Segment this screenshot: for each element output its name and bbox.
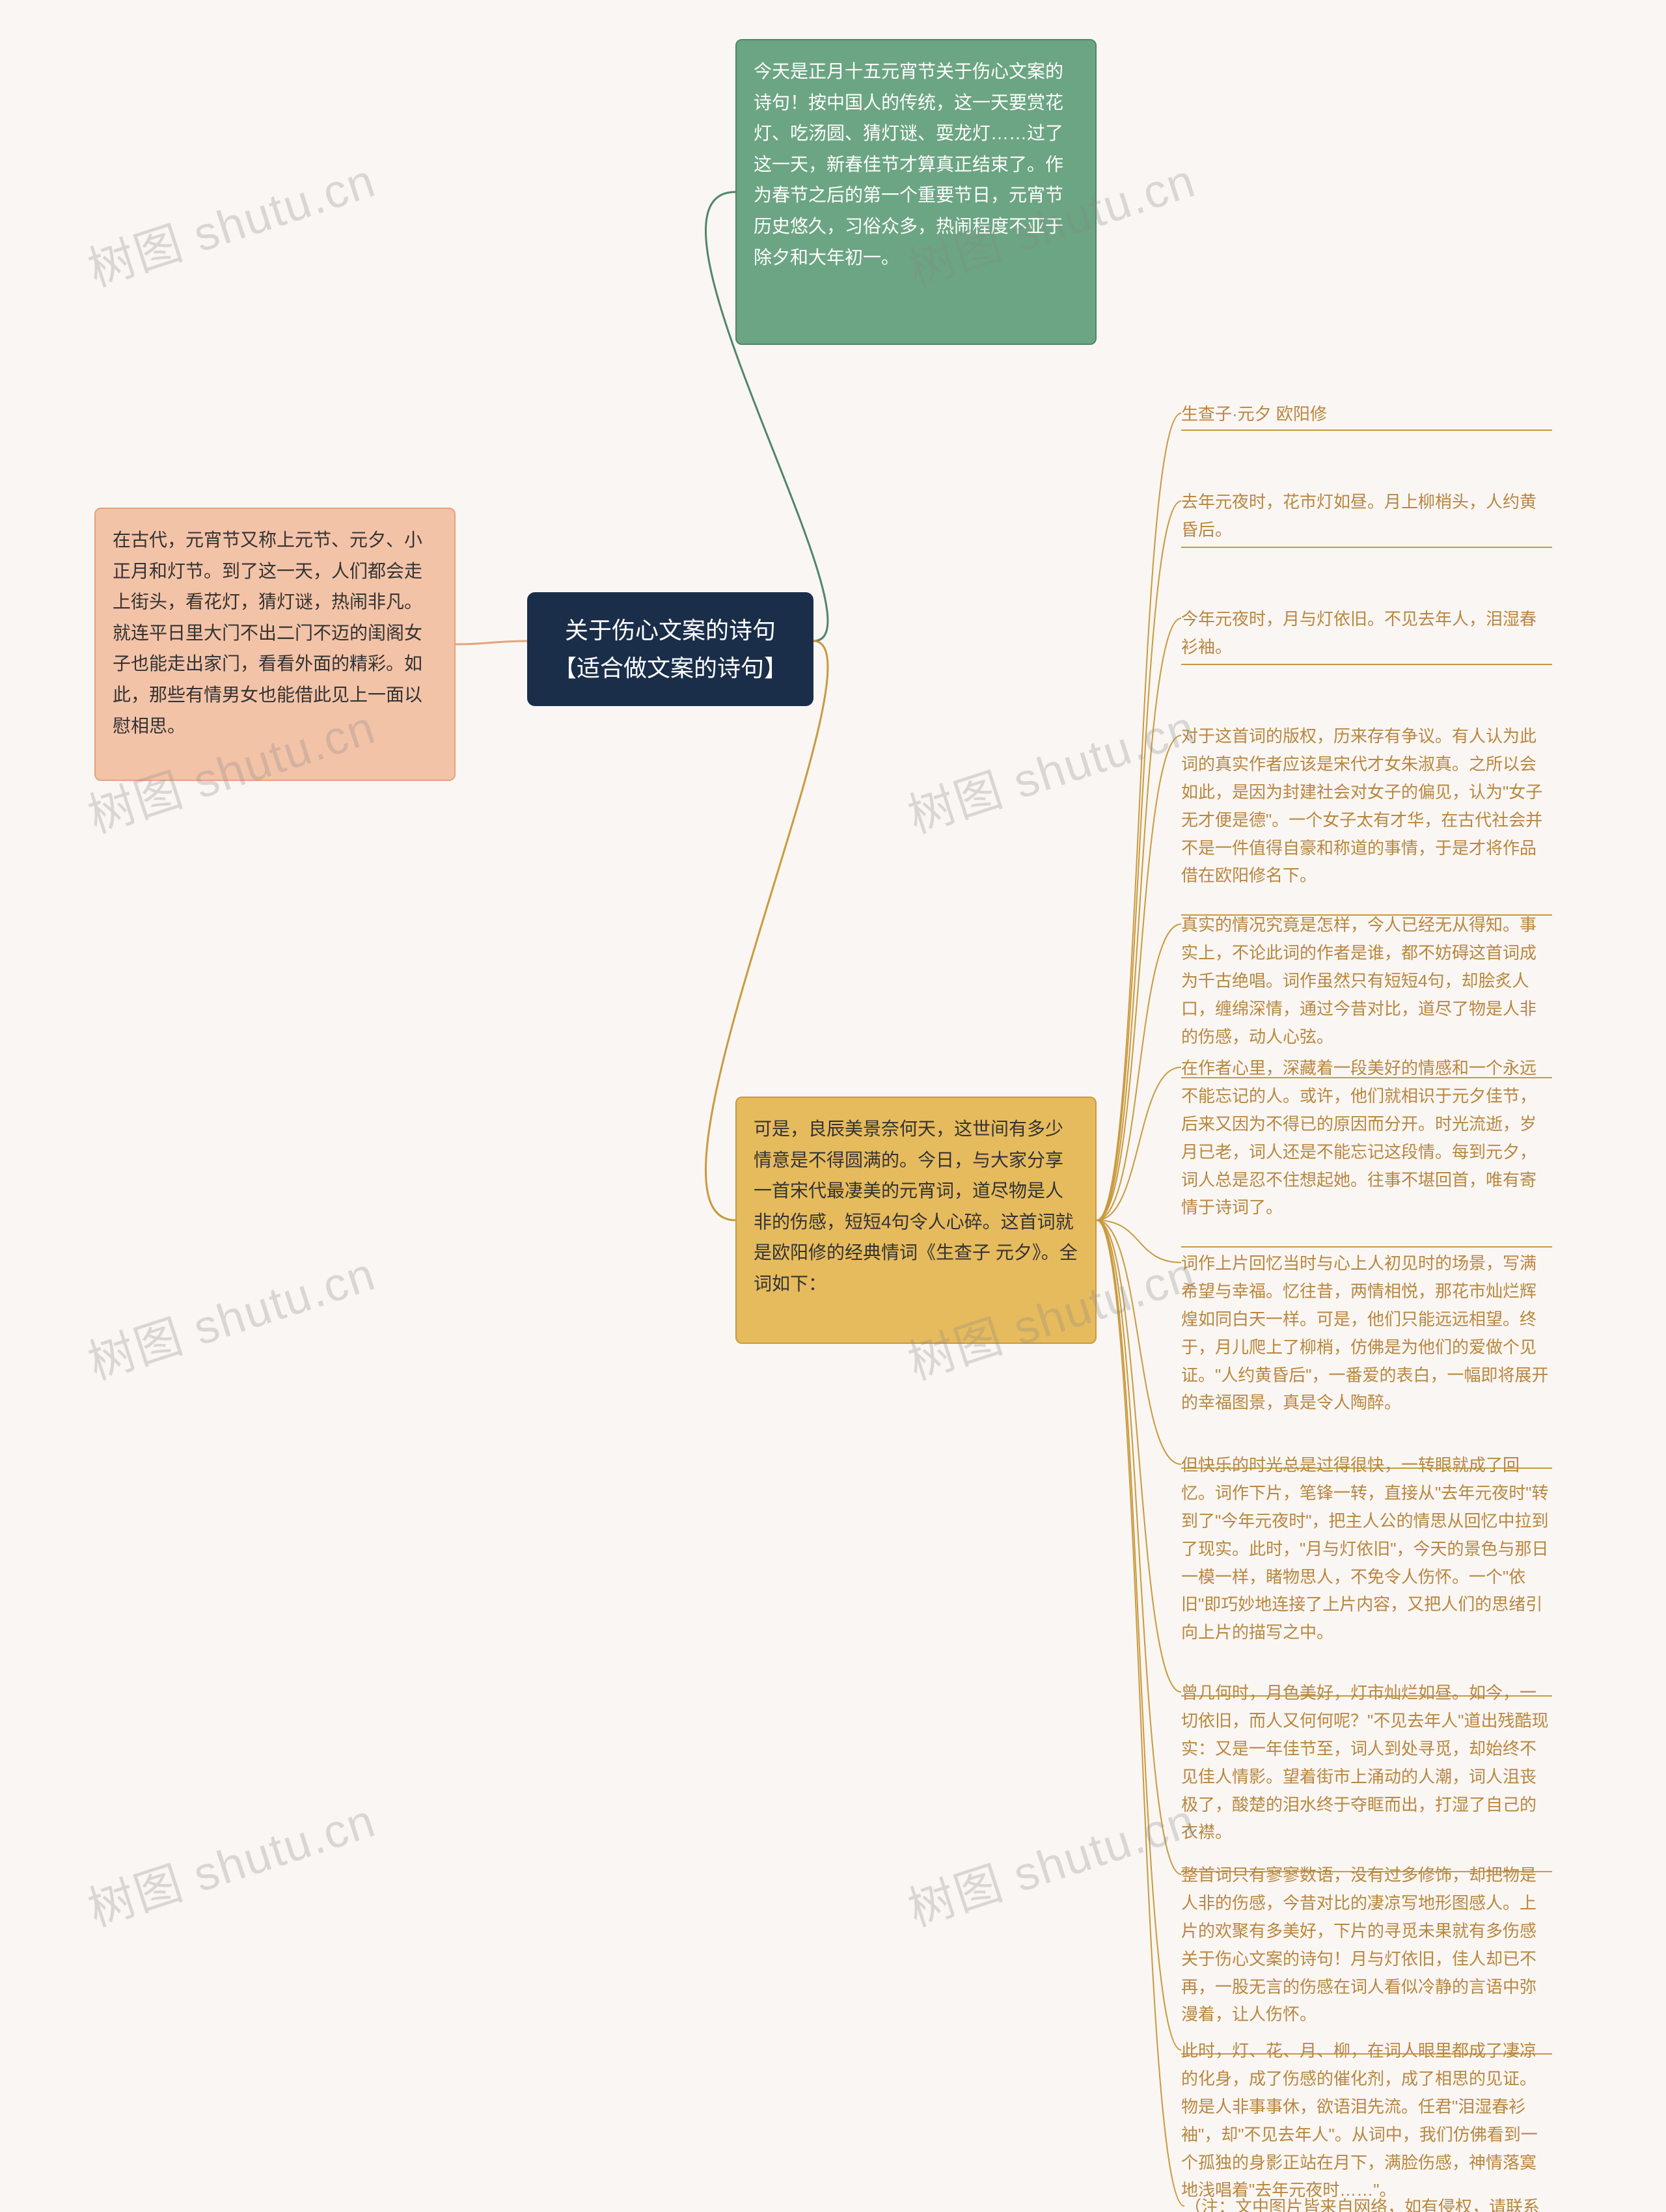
yellow-branch-node[interactable]: 可是，良辰美景奈何天，这世间有多少情意是不得圆满的。今日，与大家分享一首宋代最凄…	[735, 1097, 1097, 1344]
watermark: 树图 shutu.cn	[898, 689, 1203, 845]
root-node[interactable]: 关于伤心文案的诗句【适合做文案的诗句】	[527, 592, 813, 706]
leaf-node[interactable]: 今年元夜时，月与灯依旧。不见去年人，泪湿春衫袖。	[1181, 605, 1552, 667]
watermark: 树图 shutu.cn	[898, 1782, 1203, 1939]
leaf-node[interactable]: 整首词只有寥寥数语，没有过多修饰，却把物是人非的伤感，今昔对比的凄凉写地形图感人…	[1181, 1861, 1552, 2056]
leaf-node[interactable]: 此时，灯、花、月、柳，在词人眼里都成了凄凉的化身，成了伤感的催化剂，成了相思的见…	[1181, 2037, 1552, 2212]
leaf-node[interactable]: 在作者心里，深藏着一段美好的情感和一个永远不能忘记的人。或许，他们就相识于元夕佳…	[1181, 1054, 1552, 1249]
leaf-node[interactable]: 对于这首词的版权，历来存有争议。有人认为此词的真实作者应该是宋代才女朱淑真。之所…	[1181, 722, 1552, 918]
watermark: 树图 shutu.cn	[78, 1235, 383, 1392]
leaf-node[interactable]: 但快乐的时光总是过得很快，一转眼就成了回忆。词作下片，笔锋一转，直接从"去年元夜…	[1181, 1451, 1552, 1699]
left-branch-node[interactable]: 在古代，元宵节又称上元节、元夕、小正月和灯节。到了这一天，人们都会走上街头，看花…	[94, 508, 456, 781]
watermark: 树图 shutu.cn	[78, 1782, 383, 1939]
leaf-node[interactable]: （注：文中图片皆来自网络，如有侵权，请联系本作者删除）	[1184, 2193, 1555, 2212]
leaf-node[interactable]: 曾几何时，月色美好，灯市灿烂如昼。如今，一切依旧，而人又何何呢？"不见去年人"道…	[1181, 1679, 1552, 1874]
leaf-node[interactable]: 去年元夜时，花市灯如昼。月上柳梢头，人约黄昏后。	[1181, 488, 1552, 550]
watermark: 树图 shutu.cn	[78, 142, 383, 299]
green-branch-node[interactable]: 今天是正月十五元宵节关于伤心文案的诗句！按中国人的传统，这一天要赏花灯、吃汤圆、…	[735, 39, 1097, 345]
leaf-node[interactable]: 词作上片回忆当时与心上人初见时的场景，写满希望与幸福。忆往昔，两情相悦，那花市灿…	[1181, 1249, 1552, 1471]
leaf-node[interactable]: 生查子·元夕 欧阳修	[1181, 400, 1552, 433]
